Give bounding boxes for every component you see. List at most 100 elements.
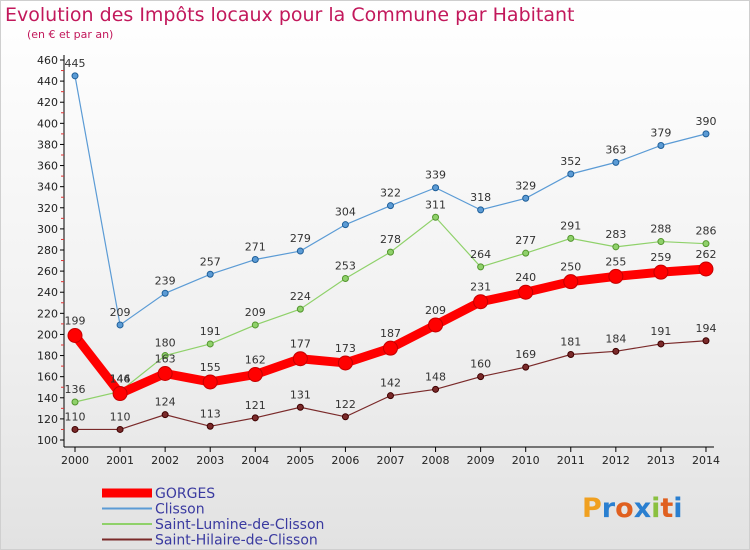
legend-label-gorges: GORGES	[155, 486, 215, 502]
data-point-gorges	[112, 386, 128, 402]
data-point-gorges	[382, 340, 398, 356]
data-point-saint-hilaire-de-clisson	[477, 373, 485, 381]
y-tick-label: 180	[37, 350, 58, 363]
logo-letter: i	[651, 493, 660, 524]
y-tick-label: 240	[37, 286, 58, 299]
data-point-gorges	[653, 264, 669, 280]
data-label-clisson: 271	[245, 241, 266, 254]
data-label-clisson: 279	[290, 232, 311, 245]
data-label-saint-hilaire-de-clisson: 142	[380, 377, 401, 390]
y-tick-label: 360	[37, 160, 58, 173]
data-label-saint-hilaire-de-clisson: 191	[650, 325, 671, 338]
data-label-gorges: 187	[380, 327, 401, 340]
data-point-saint-lumine-de-clisson	[71, 398, 79, 406]
data-point-saint-lumine-de-clisson	[567, 234, 575, 242]
data-label-saint-hilaire-de-clisson: 122	[335, 398, 356, 411]
data-point-gorges	[67, 328, 83, 343]
x-tick-label: 2012	[602, 454, 630, 467]
data-label-saint-hilaire-de-clisson: 181	[560, 336, 581, 349]
data-point-saint-lumine-de-clisson	[657, 238, 665, 246]
data-label-gorges: 144	[110, 373, 131, 386]
data-label-saint-hilaire-de-clisson: 194	[695, 322, 716, 335]
x-tick-label: 2010	[512, 454, 540, 467]
y-tick-label: 380	[37, 138, 58, 151]
logo-letter: r	[602, 493, 616, 524]
data-label-saint-hilaire-de-clisson: 110	[65, 410, 86, 423]
x-tick-label: 2009	[467, 454, 495, 467]
data-label-clisson: 209	[110, 306, 131, 319]
data-point-saint-lumine-de-clisson	[522, 249, 530, 257]
data-label-saint-lumine-de-clisson: 253	[335, 260, 356, 273]
data-label-saint-lumine-de-clisson: 283	[605, 228, 626, 241]
data-label-saint-lumine-de-clisson: 291	[560, 219, 581, 232]
data-label-gorges: 240	[515, 271, 536, 284]
y-tick-label: 120	[37, 413, 58, 426]
data-point-saint-hilaire-de-clisson	[386, 392, 394, 400]
x-tick-label: 2006	[331, 454, 359, 467]
data-point-clisson	[657, 142, 665, 149]
data-point-saint-hilaire-de-clisson	[341, 413, 349, 421]
data-point-clisson	[206, 270, 214, 278]
data-label-saint-hilaire-de-clisson: 184	[605, 332, 626, 345]
proxiti-logo: Proxiti	[582, 493, 683, 524]
data-point-clisson	[116, 321, 124, 329]
x-tick-label: 2003	[196, 454, 224, 467]
data-label-clisson: 304	[335, 206, 356, 219]
data-point-saint-lumine-de-clisson	[161, 352, 169, 360]
data-label-saint-lumine-de-clisson: 146	[110, 372, 131, 385]
data-point-clisson	[341, 221, 349, 229]
y-tick-label: 260	[37, 265, 58, 278]
data-point-gorges	[473, 294, 489, 310]
logo-letter: t	[660, 493, 673, 524]
data-label-saint-hilaire-de-clisson: 148	[425, 370, 446, 383]
x-tick-label: 2014	[692, 454, 720, 467]
data-label-saint-hilaire-de-clisson: 110	[110, 410, 131, 423]
data-point-clisson	[522, 194, 530, 202]
data-label-gorges: 262	[695, 248, 716, 261]
chart-subtitle: (en € et par an)	[27, 28, 114, 41]
data-point-saint-hilaire-de-clisson	[116, 425, 124, 433]
data-point-saint-hilaire-de-clisson	[432, 385, 440, 393]
data-point-gorges	[337, 355, 353, 371]
data-label-saint-hilaire-de-clisson: 121	[245, 399, 266, 412]
data-label-clisson: 352	[560, 155, 581, 168]
data-label-gorges: 255	[605, 255, 626, 268]
logo-letter: o	[615, 493, 634, 524]
data-point-clisson	[71, 72, 79, 80]
data-label-saint-hilaire-de-clisson: 160	[470, 358, 491, 371]
data-point-gorges	[247, 367, 263, 383]
data-point-saint-hilaire-de-clisson	[161, 411, 169, 419]
data-label-clisson: 339	[425, 169, 446, 182]
y-tick-label: 100	[37, 434, 58, 447]
x-tick-label: 2002	[151, 454, 179, 467]
y-tick-label: 300	[37, 223, 58, 236]
data-label-clisson: 363	[605, 143, 626, 156]
data-label-gorges: 173	[335, 342, 356, 355]
logo-letter: P	[582, 493, 602, 524]
data-label-saint-hilaire-de-clisson: 169	[515, 348, 536, 361]
x-tick-label: 2000	[61, 454, 89, 467]
data-point-clisson	[386, 202, 394, 210]
data-label-clisson: 318	[470, 191, 491, 204]
data-label-gorges: 231	[470, 281, 491, 294]
x-tick-label: 2007	[376, 454, 404, 467]
data-point-saint-lumine-de-clisson	[477, 263, 485, 271]
data-label-gorges: 163	[155, 353, 176, 366]
data-label-clisson: 239	[155, 274, 176, 287]
data-label-saint-lumine-de-clisson: 180	[155, 337, 176, 350]
data-label-gorges: 209	[425, 304, 446, 317]
data-label-gorges: 259	[650, 251, 671, 264]
y-tick-label: 400	[37, 117, 58, 130]
data-point-clisson	[251, 256, 259, 263]
data-point-gorges	[608, 268, 624, 284]
data-point-saint-lumine-de-clisson	[432, 213, 440, 221]
data-point-saint-hilaire-de-clisson	[657, 340, 665, 348]
chart-title: Evolution des Impôts locaux pour la Comm…	[5, 4, 575, 26]
data-point-gorges	[292, 351, 308, 367]
data-point-gorges	[698, 261, 714, 277]
x-tick-label: 2001	[106, 454, 134, 467]
data-label-clisson: 322	[380, 187, 401, 200]
y-tick-label: 280	[37, 244, 58, 257]
legend-label-saint-lumine-de-clisson: Saint-Lumine-de-Clisson	[155, 517, 324, 533]
